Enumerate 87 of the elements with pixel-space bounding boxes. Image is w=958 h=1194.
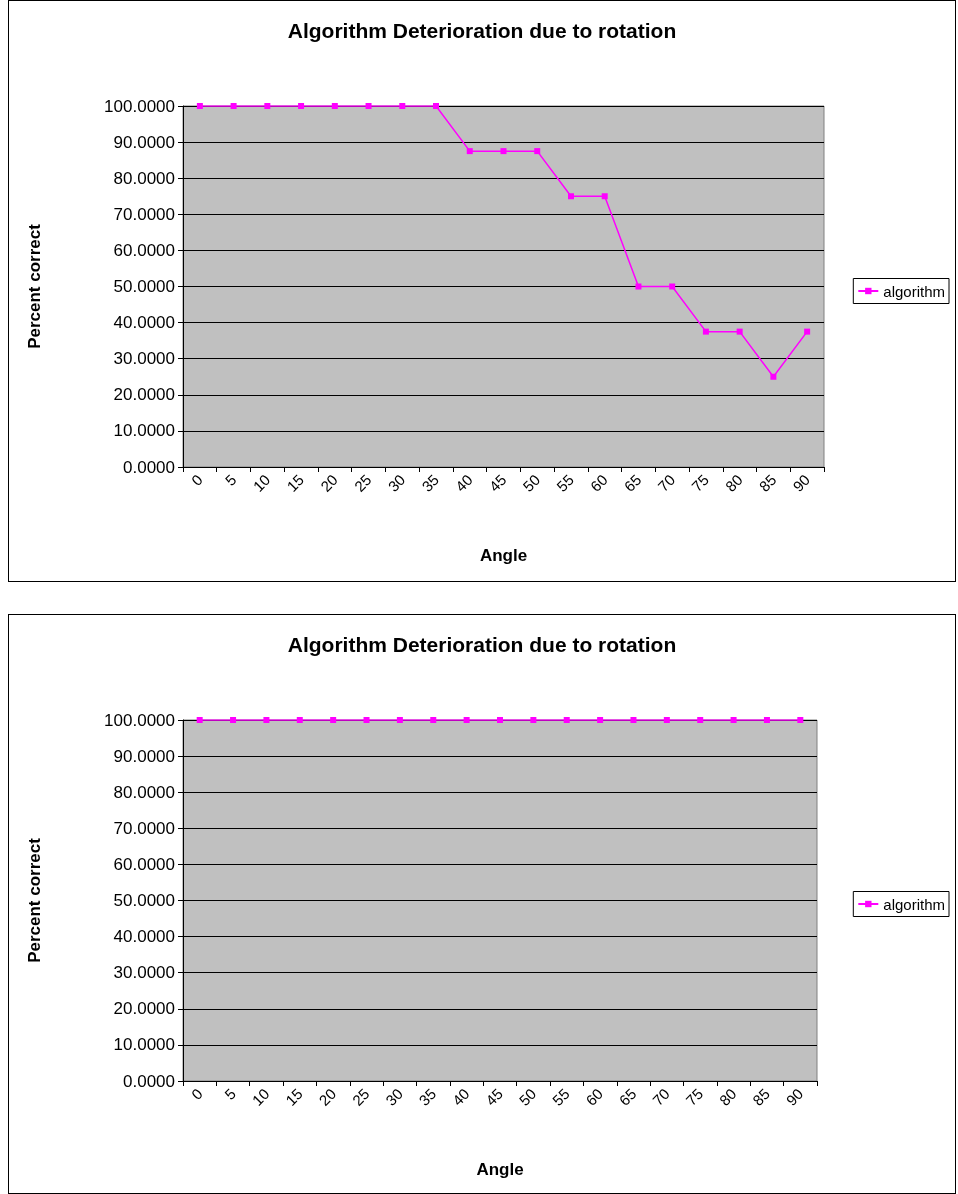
- x-tick-label: 85: [749, 1084, 773, 1109]
- x-tick-label: 30: [384, 470, 409, 495]
- point: [736, 328, 743, 335]
- x-tick-label: 55: [553, 470, 577, 495]
- y-tick-label: 30.0000: [113, 349, 175, 369]
- y-tick-label: 50.0000: [113, 891, 175, 910]
- point: [669, 283, 676, 290]
- point: [702, 328, 709, 335]
- x-tick-label: 5: [221, 1084, 240, 1103]
- x-tick-label: 65: [615, 1084, 640, 1109]
- y-tick-label: 70.0000: [113, 204, 175, 224]
- x-tick-label: 10: [249, 470, 274, 495]
- point: [567, 193, 574, 200]
- y-tick-label: 40.0000: [113, 927, 175, 947]
- y-tick-label: 0.0000: [123, 1071, 175, 1091]
- x-tick-label: 5: [221, 470, 240, 489]
- x-tick-label: 15: [283, 470, 308, 495]
- x-tick-label: 40: [451, 470, 476, 495]
- x-tick-label: 50: [515, 1084, 540, 1109]
- y-axis-title: Percent correct: [25, 223, 44, 349]
- x-axis-title: Angle: [476, 1160, 524, 1179]
- x-tick-label: 20: [315, 1084, 340, 1109]
- x-tick-label: 0: [187, 470, 206, 489]
- y-axis-title: Percent correct: [25, 837, 44, 963]
- point: [298, 103, 305, 109]
- point: [365, 103, 372, 109]
- point: [230, 103, 237, 109]
- x-axis-title: Angle: [479, 546, 528, 565]
- point: [770, 373, 777, 380]
- x-tick-label: 10: [248, 1084, 273, 1109]
- y-tick-label: 0.0000: [123, 457, 175, 477]
- y-tick-label: 70.0000: [113, 818, 175, 838]
- point: [264, 103, 271, 109]
- x-tick-label: 80: [721, 470, 746, 495]
- x-tick-label: 90: [782, 1084, 807, 1109]
- x-tick-label: 45: [482, 1084, 507, 1109]
- x-tick-label: 60: [582, 1084, 607, 1109]
- y-tick-label: 90.0000: [113, 132, 175, 152]
- point: [331, 103, 338, 109]
- x-tick-label: 85: [755, 470, 780, 495]
- legend-label: algorithm: [883, 282, 946, 300]
- y-tick-label: 90.0000: [113, 746, 175, 766]
- y-tick-label: 10.0000: [113, 421, 175, 441]
- x-tick-label: 70: [649, 1084, 673, 1109]
- point: [804, 328, 811, 335]
- y-tick-label: 100.0000: [104, 710, 175, 730]
- x-tick-label: 35: [415, 1084, 440, 1109]
- point: [433, 103, 440, 109]
- y-tick-label: 20.0000: [113, 999, 175, 1019]
- x-tick-label: 45: [485, 470, 510, 495]
- point: [196, 103, 203, 109]
- y-tick-label: 20.0000: [113, 385, 175, 405]
- y-tick-label: 40.0000: [113, 313, 175, 333]
- x-tick-label: 20: [317, 470, 341, 495]
- x-tick-label: 50: [519, 470, 544, 495]
- y-tick-label: 100.0000: [104, 96, 175, 116]
- point: [635, 283, 642, 290]
- x-tick-label: 80: [715, 1084, 740, 1109]
- x-tick-label: 90: [789, 470, 814, 495]
- x-tick-label: 75: [688, 470, 712, 495]
- x-tick-label: 70: [654, 470, 679, 495]
- x-tick-label: 15: [281, 1084, 306, 1109]
- y-tick-label: 80.0000: [113, 782, 175, 802]
- x-tick-label: 65: [620, 470, 645, 495]
- x-tick-label: 25: [350, 470, 375, 495]
- point: [601, 193, 608, 200]
- x-tick-label: 30: [382, 1084, 406, 1109]
- y-tick-label: 60.0000: [113, 240, 175, 260]
- point: [399, 103, 406, 109]
- chart-title: Algorithm Deterioration due to rotation: [287, 633, 677, 656]
- y-tick-label: 80.0000: [113, 168, 175, 188]
- point: [534, 148, 541, 155]
- x-tick-label: 35: [418, 470, 443, 495]
- chart-title: Algorithm Deterioration due to rotation: [287, 19, 677, 42]
- x-tick-label: 55: [548, 1084, 573, 1109]
- legend-label: algorithm: [883, 895, 946, 913]
- y-tick-label: 10.0000: [113, 1035, 175, 1055]
- x-tick-label: 0: [187, 1084, 206, 1103]
- y-tick-label: 60.0000: [113, 854, 175, 874]
- x-tick-label: 75: [682, 1084, 707, 1109]
- x-tick-label: 60: [586, 470, 611, 495]
- y-tick-label: 30.0000: [113, 963, 175, 983]
- x-tick-label: 40: [448, 1084, 473, 1109]
- y-tick-label: 50.0000: [113, 277, 175, 296]
- point: [500, 148, 507, 155]
- point: [466, 148, 473, 155]
- x-tick-label: 25: [348, 1084, 373, 1109]
